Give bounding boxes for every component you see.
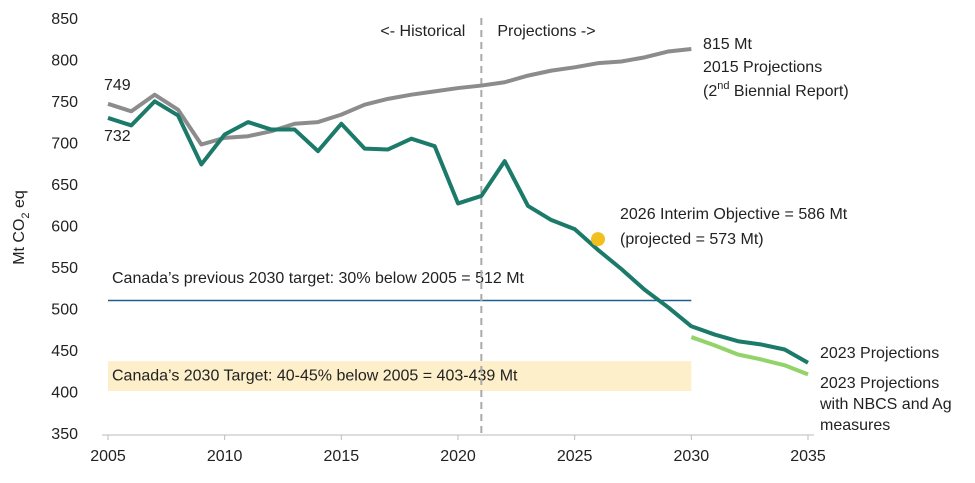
reference-label: Canada’s previous 2030 target: 30% below… <box>112 270 525 287</box>
interim-label: 2026 Interim Objective = 586 Mt <box>620 206 848 223</box>
x-tick-label: 2025 <box>557 448 593 465</box>
legend-note: (2nd Biennial Report) <box>703 80 849 100</box>
series-line <box>107 47 692 147</box>
y-tick-label: 750 <box>51 94 78 111</box>
y-axis-label-part: 2 <box>20 212 32 218</box>
y-axis-label-part: eq <box>11 190 28 212</box>
y-tick-label: 350 <box>51 426 78 443</box>
value-label: 732 <box>104 128 131 145</box>
value-label: 815 Mt <box>703 36 752 53</box>
y-tick-label: 600 <box>51 219 78 236</box>
legend-note-part: nd <box>717 80 729 92</box>
interim-point <box>591 232 605 247</box>
legend-label: 2023 Projections with NBCS and Ag measur… <box>820 375 952 434</box>
band-label: Canada’s 2030 Target: 40-45% below 2005 … <box>112 367 518 384</box>
y-tick-label: 400 <box>51 385 78 402</box>
divider-right: Projections -> <box>497 23 595 40</box>
y-tick-label: 700 <box>51 136 78 153</box>
y-tick-label: 550 <box>51 260 78 277</box>
value-label: 749 <box>104 77 131 94</box>
legend-label: 2023 Projections <box>820 345 939 362</box>
x-tick-label: 2035 <box>790 448 826 465</box>
x-tick-label: 2020 <box>440 448 476 465</box>
series-line <box>107 99 809 365</box>
interim-sublabel: (projected = 573 Mt) <box>620 231 764 248</box>
series-line <box>690 335 809 377</box>
x-tick-label: 2005 <box>90 448 126 465</box>
y-tick-label: 650 <box>51 177 78 194</box>
legend-note-part: (2 <box>703 83 717 100</box>
target-band <box>108 361 692 392</box>
divider-left: <- Historical <box>380 23 465 40</box>
x-tick-label: 2030 <box>674 448 710 465</box>
legend-note-part: Biennial Report) <box>729 83 848 100</box>
x-tick-label: 2010 <box>207 448 243 465</box>
x-tick-label: 2015 <box>324 448 360 465</box>
y-axis-label-part: Mt CO <box>11 219 28 265</box>
y-axis-label: Mt CO2 eq <box>11 190 32 265</box>
y-tick-label: 800 <box>51 53 78 70</box>
y-tick-label: 450 <box>51 343 78 360</box>
legend-label: 2015 Projections <box>703 59 822 76</box>
y-tick-label: 850 <box>51 11 78 28</box>
y-tick-label: 500 <box>51 302 78 319</box>
